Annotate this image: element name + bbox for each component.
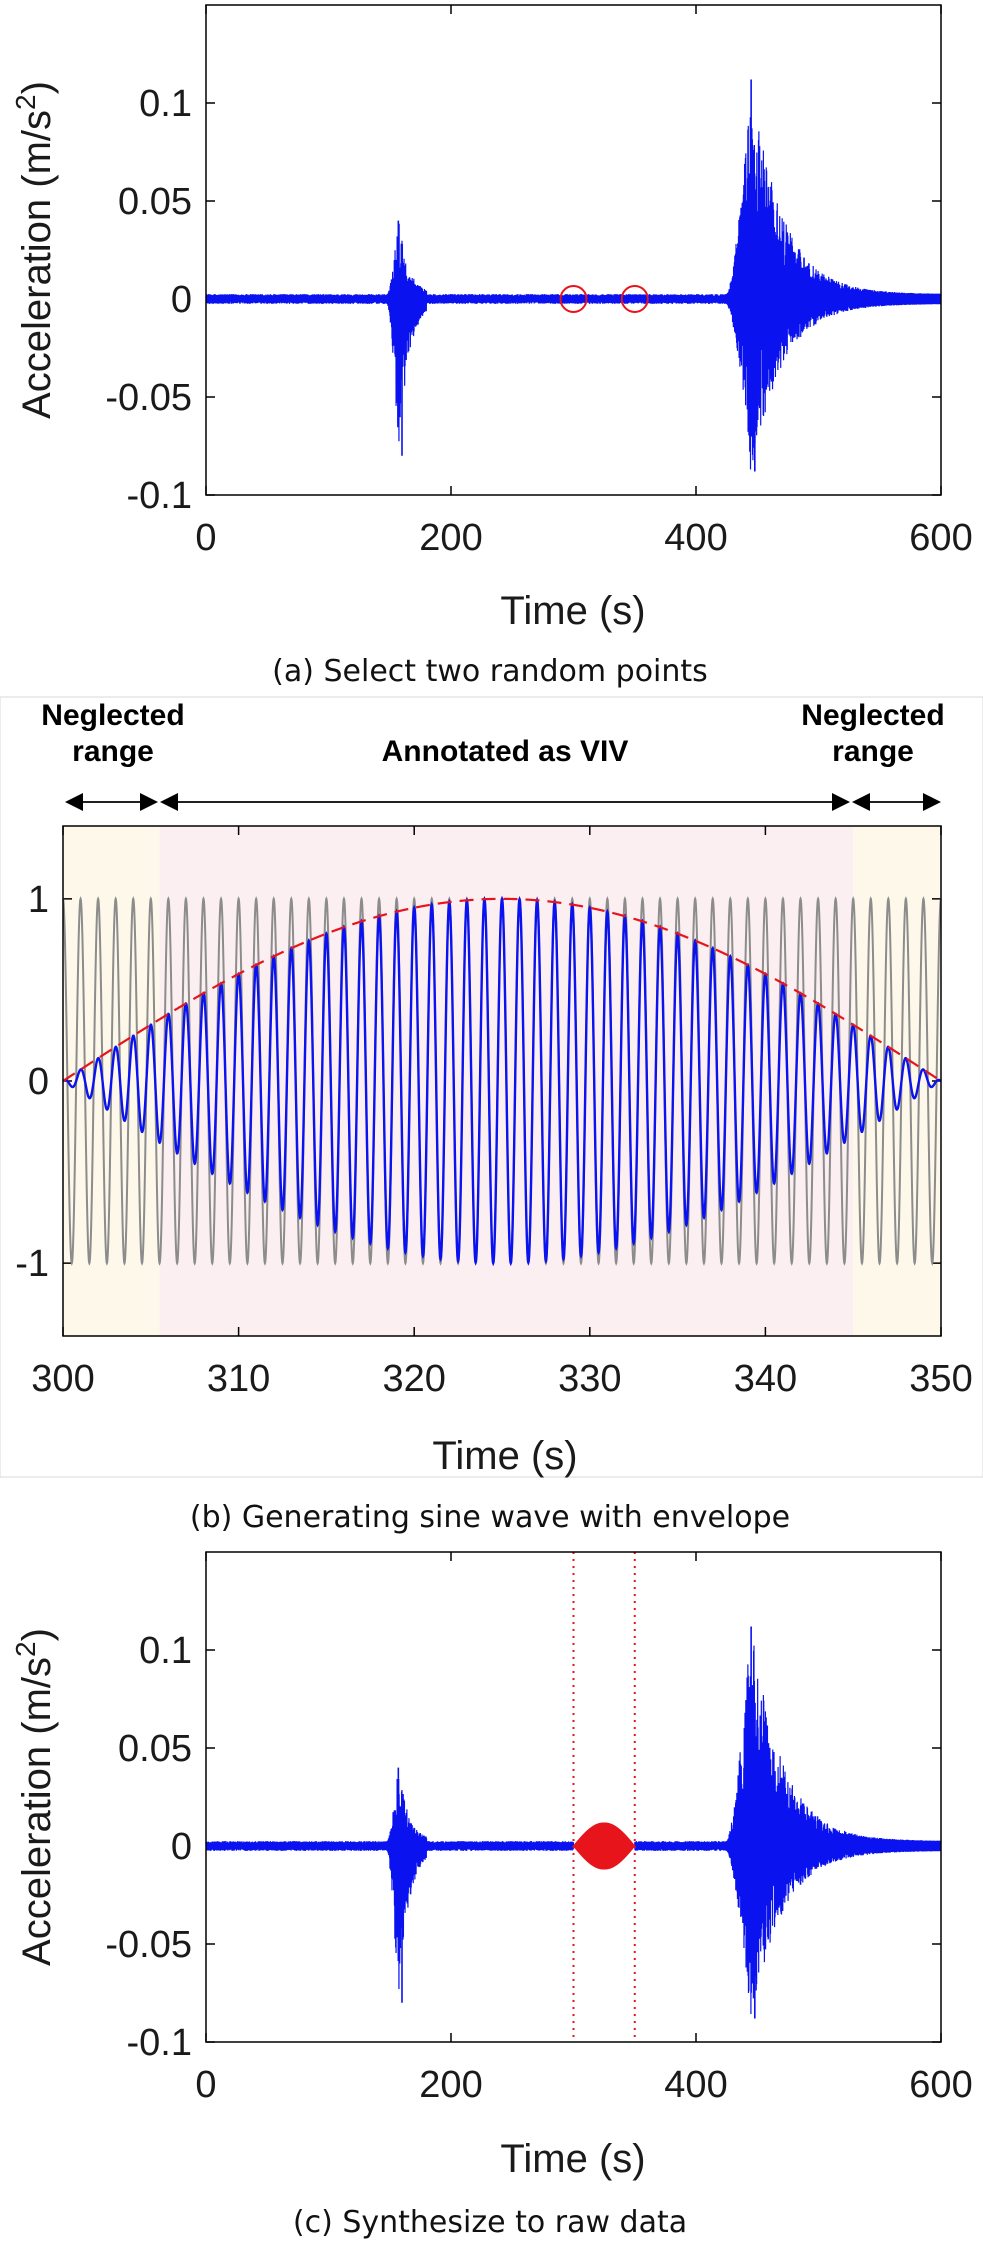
- panel-a-tick-labels: 0 200 400 600 -0.1 -0.05 0 0.05 0.1: [105, 83, 972, 559]
- panel-b-border: [0, 696, 983, 1478]
- selected-point-marker: [559, 285, 588, 313]
- panel-b-plot-frame: [62, 825, 942, 1337]
- neglected-range-left-label: Neglected range: [41, 699, 184, 768]
- neglected-region-shade: [853, 826, 941, 1336]
- acceleration-signal: [205, 117, 942, 470]
- x-tick-label: 0: [195, 2064, 216, 2106]
- y-tick-label: -0.05: [105, 1924, 192, 1966]
- x-tick-label: 400: [664, 517, 727, 559]
- range-arrow-head-left: [852, 793, 870, 811]
- panel-a-ticks: [205, 5, 942, 496]
- panel-a-plot-frame: [205, 4, 942, 496]
- selected-point-marker: [620, 285, 649, 313]
- panel-c-plot-frame: [205, 1551, 942, 2043]
- panel-b-tick-labels: 300 310 320 330 340 350 -1 0 1: [15, 879, 973, 1400]
- range-arrow-head-left: [65, 793, 83, 811]
- panel-c-chart: 0 200 400 600 -0.1 -0.05 0 0.05 0.1 Time (s) Acc…: [10, 1551, 973, 2240]
- panel-b-data: [62, 895, 942, 1267]
- panel-c-y-axis-label: Acceleration (m/s2): [10, 1628, 59, 1966]
- annotated-viv-label: Annotated as VIV: [382, 735, 629, 768]
- neglected-range-right-label: Neglected range: [801, 699, 944, 768]
- x-tick-label: 320: [382, 1358, 445, 1400]
- y-tick-label: -1: [15, 1243, 49, 1285]
- panel-b-x-axis-label: Time (s): [432, 1434, 577, 1478]
- panel-a-y-axis-label: Acceleration (m/s2): [10, 81, 59, 419]
- x-tick-label: 350: [909, 1358, 972, 1400]
- panel-b-chart: 300 310 320 330 340 350 -1 0 1 Neglected range An…: [0, 696, 983, 1535]
- panel-c-x-axis-label: Time (s): [500, 2137, 645, 2181]
- enveloped-sine-wave: [62, 895, 942, 1267]
- panel-b-caption: (b) Generating sine wave with envelope: [190, 1500, 790, 1535]
- y-tick-label: -0.1: [127, 2022, 192, 2064]
- y-tick-label: 0: [28, 1061, 49, 1103]
- x-tick-label: 200: [419, 2064, 482, 2106]
- x-tick-label: 340: [734, 1358, 797, 1400]
- y-tick-label: 0: [171, 1826, 192, 1868]
- panel-c-data: [205, 1552, 942, 2042]
- x-tick-label: 310: [207, 1358, 270, 1400]
- panel-b-range-arrows: [65, 793, 941, 811]
- y-tick-label: -0.05: [105, 377, 192, 419]
- y-tick-label: 0.1: [139, 83, 192, 125]
- y-tick-label: 0.05: [118, 1728, 192, 1770]
- range-arrow-head-left: [160, 793, 178, 811]
- panel-a-x-axis-label: Time (s): [500, 589, 645, 633]
- y-tick-label: 0: [171, 279, 192, 321]
- x-tick-label: 400: [664, 2064, 727, 2106]
- range-arrow-head-right: [832, 793, 850, 811]
- panel-a-chart: 0 200 400 600 -0.1 -0.05 0 0.05 0.1 Time (s) Acc…: [10, 4, 973, 689]
- x-tick-label: 600: [909, 2064, 972, 2106]
- y-tick-label: 0.1: [139, 1630, 192, 1672]
- range-arrow-head-right: [923, 793, 941, 811]
- panel-c-caption: (c) Synthesize to raw data: [293, 2205, 687, 2240]
- range-arrow-head-right: [140, 793, 158, 811]
- synthesized-viv-segment: [572, 1822, 636, 1870]
- x-tick-label: 300: [31, 1358, 94, 1400]
- panel-c-tick-labels: 0 200 400 600 -0.1 -0.05 0 0.05 0.1: [105, 1630, 972, 2106]
- x-tick-label: 330: [558, 1358, 621, 1400]
- acceleration-signal: [205, 1645, 942, 2015]
- y-tick-label: 0.05: [118, 181, 192, 223]
- panel-a-caption: (a) Select two random points: [272, 654, 708, 689]
- x-tick-label: 200: [419, 517, 482, 559]
- x-tick-label: 0: [195, 517, 216, 559]
- y-tick-label: -0.1: [127, 475, 192, 517]
- panel-a-data: [205, 79, 942, 472]
- envelope-curve: [62, 897, 942, 1082]
- y-tick-label: 1: [28, 879, 49, 921]
- x-tick-label: 600: [909, 517, 972, 559]
